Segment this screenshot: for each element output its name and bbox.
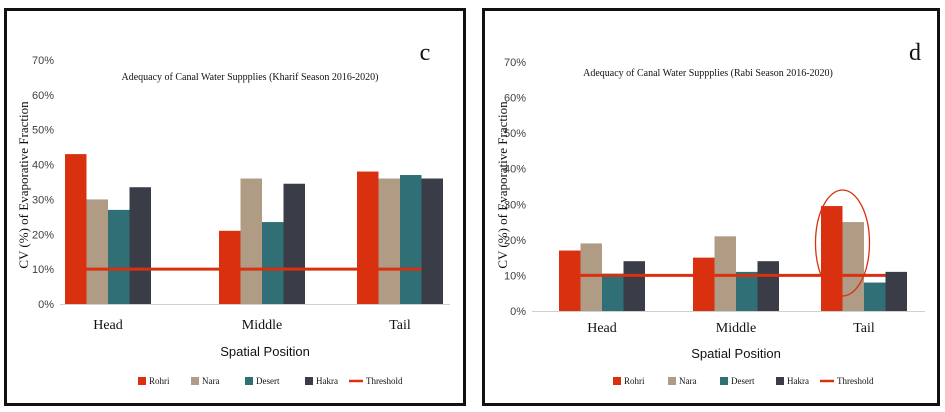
legend-swatch-rohri: [138, 377, 146, 385]
y-tick-label: 50%: [504, 128, 526, 140]
y-tick-label: 30%: [32, 194, 54, 206]
legend-swatch-nara: [191, 377, 199, 385]
bar-hakra-tail: [885, 271, 907, 311]
bar-nara-middle: [714, 236, 736, 311]
chart-panel-d: [482, 8, 940, 406]
bar-desert-middle: [736, 271, 758, 311]
y-axis-label: CV (%) of Evaporative Fraction: [16, 101, 31, 269]
category-label: Head: [587, 321, 617, 336]
bar-nara-middle: [240, 178, 262, 304]
y-tick-label: 30%: [504, 199, 526, 211]
legend-label-rohri: Rohri: [624, 376, 645, 386]
y-tick-label: 70%: [32, 55, 54, 67]
legend-swatch-rohri: [613, 377, 621, 385]
x-axis-label: Spatial Position: [691, 346, 781, 361]
legend-swatch-desert: [720, 377, 728, 385]
bar-hakra-tail: [421, 178, 443, 304]
category-label: Head: [93, 318, 123, 333]
y-tick-label: 20%: [32, 229, 54, 241]
bar-rohri-head: [559, 250, 581, 311]
legend-swatch-desert: [245, 377, 253, 385]
legend-label-hakra: Hakra: [787, 376, 809, 386]
legend-label-threshold: Threshold: [366, 376, 403, 386]
bar-desert-middle: [262, 222, 284, 304]
category-label: Tail: [853, 321, 875, 336]
y-tick-label: 40%: [32, 160, 54, 172]
bar-hakra-middle: [757, 261, 779, 311]
bar-hakra-head: [623, 261, 645, 311]
legend-label-threshold: Threshold: [837, 376, 874, 386]
panel-letter: c: [420, 40, 431, 66]
y-tick-label: 60%: [32, 90, 54, 102]
chart-title: Adequacy of Canal Water Suppplies (Rabi …: [583, 68, 833, 79]
legend-label-desert: Desert: [731, 376, 755, 386]
legend-label-nara: Nara: [679, 376, 697, 386]
y-tick-label: 0%: [510, 306, 526, 318]
bar-nara-tail: [378, 178, 400, 304]
bar-hakra-head: [129, 187, 151, 304]
category-label: Tail: [389, 318, 411, 333]
bar-nara-head: [580, 243, 602, 311]
panel-letter: d: [909, 40, 921, 66]
y-tick-label: 20%: [504, 235, 526, 247]
bar-rohri-middle: [219, 230, 241, 304]
legend-label-nara: Nara: [202, 376, 220, 386]
bar-nara-tail: [842, 222, 864, 311]
y-tick-label: 70%: [504, 57, 526, 69]
y-tick-label: 50%: [32, 125, 54, 137]
y-tick-label: 40%: [504, 164, 526, 176]
legend-label-hakra: Hakra: [316, 376, 338, 386]
bar-rohri-tail: [357, 171, 379, 304]
y-tick-label: 10%: [504, 270, 526, 282]
legend-swatch-hakra: [776, 377, 784, 385]
legend-swatch-nara: [668, 377, 676, 385]
chart-title: Adequacy of Canal Water Suppplies (Khari…: [121, 72, 378, 83]
bar-nara-head: [86, 199, 108, 304]
y-axis-label: CV (%) of Evaporative Fraction: [495, 101, 510, 269]
y-tick-label: 60%: [504, 93, 526, 105]
bar-desert-head: [108, 209, 130, 304]
bar-desert-tail: [400, 175, 422, 304]
bar-hakra-middle: [283, 183, 305, 304]
y-tick-label: 10%: [32, 264, 54, 276]
bar-rohri-middle: [693, 257, 715, 311]
legend-label-desert: Desert: [256, 376, 280, 386]
category-label: Middle: [242, 318, 282, 333]
legend-label-rohri: Rohri: [149, 376, 170, 386]
category-label: Middle: [716, 321, 756, 336]
bar-desert-tail: [864, 282, 886, 311]
highlight-ellipse: [814, 189, 871, 297]
bar-rohri-head: [65, 154, 87, 304]
x-axis-label: Spatial Position: [220, 344, 310, 359]
bar-desert-head: [602, 273, 624, 311]
legend-swatch-hakra: [305, 377, 313, 385]
y-tick-label: 0%: [38, 299, 54, 311]
